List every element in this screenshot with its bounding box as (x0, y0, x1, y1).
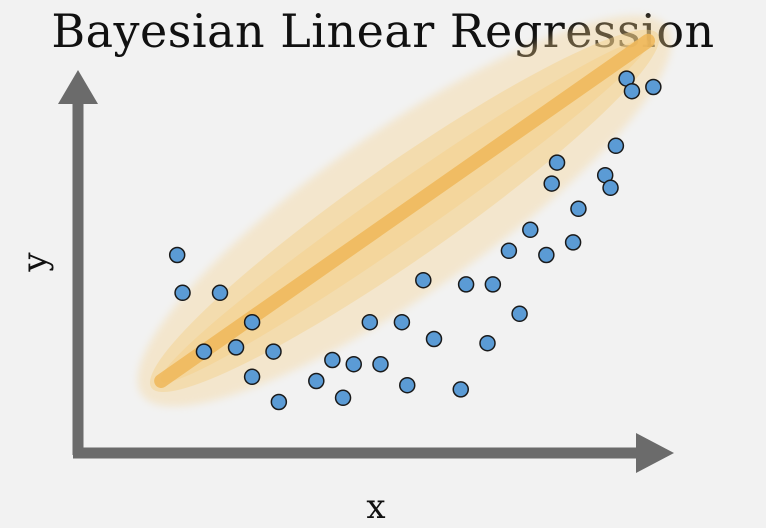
data-point (425, 330, 443, 348)
data-point (570, 200, 587, 218)
data-point (645, 78, 662, 96)
data-point (345, 355, 362, 373)
data-point (324, 351, 341, 369)
data-point (548, 154, 566, 171)
data-point (564, 234, 582, 251)
data-point (243, 313, 261, 331)
data-point (168, 246, 186, 264)
data-point (415, 271, 432, 289)
data-point (211, 284, 229, 302)
data-point (623, 82, 641, 100)
data-point (543, 175, 560, 192)
data-point (174, 284, 191, 302)
y-axis-label: y (15, 252, 55, 273)
data-point (607, 137, 625, 155)
data-point (361, 313, 379, 331)
data-point (227, 339, 245, 356)
data-point (522, 221, 539, 239)
data-point (479, 334, 496, 352)
data-point (372, 355, 389, 373)
regression-line (154, 33, 655, 388)
y-axis-arrow (58, 70, 98, 104)
data-point (399, 376, 416, 394)
data-point (334, 389, 352, 407)
data-point (308, 372, 325, 390)
data-point (484, 276, 502, 293)
data-point (511, 305, 528, 323)
data-point (452, 381, 469, 398)
data-point (243, 368, 261, 386)
data-point (393, 313, 411, 331)
data-points (168, 70, 662, 411)
x-axis-arrow (636, 433, 674, 473)
data-point (500, 242, 518, 260)
data-point (457, 276, 475, 293)
x-axis-label: x (366, 487, 385, 527)
data-point (270, 393, 288, 411)
data-point (265, 343, 282, 360)
data-point (538, 246, 555, 264)
data-point (195, 343, 213, 360)
axes (58, 70, 674, 473)
data-point (602, 179, 619, 197)
